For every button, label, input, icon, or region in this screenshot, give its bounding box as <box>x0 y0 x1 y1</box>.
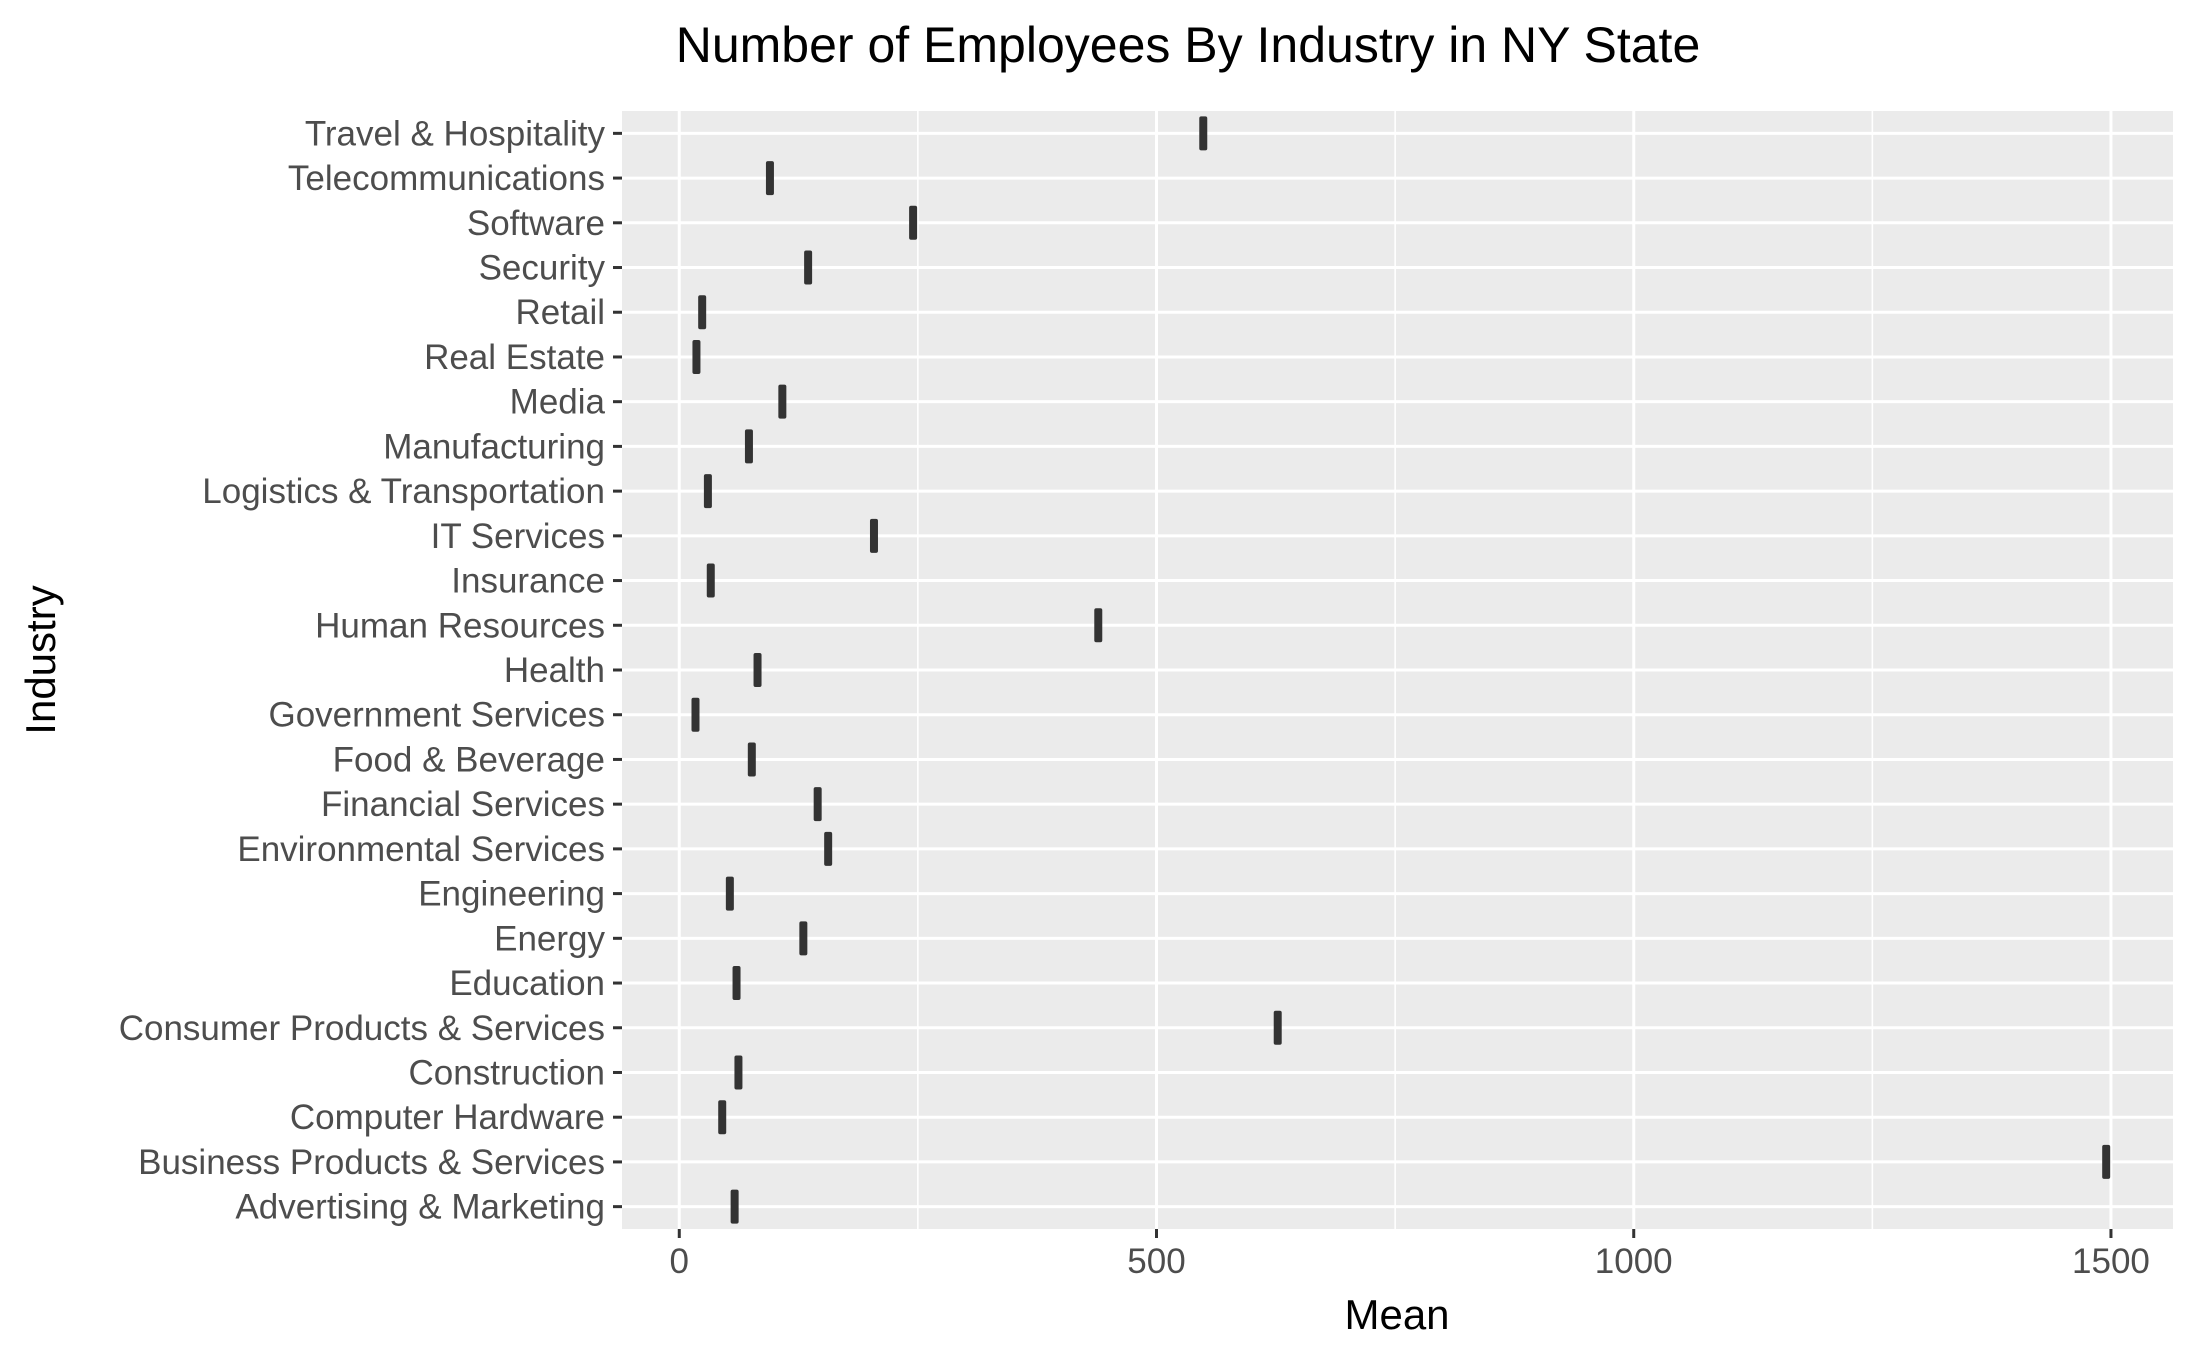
data-mark <box>2102 1144 2111 1179</box>
x-tick-label: 1500 <box>2072 1242 2150 1281</box>
data-mark <box>703 474 712 509</box>
data-mark <box>706 563 715 598</box>
data-mark <box>813 787 822 822</box>
y-tick-label: Real Estate <box>424 338 605 377</box>
y-tick-label: Logistics & Transportation <box>202 472 605 511</box>
y-axis: Advertising & Marketing Business Products… <box>119 114 622 1227</box>
x-axis-title: Mean <box>1344 1291 1449 1338</box>
data-mark <box>691 697 700 732</box>
data-mark <box>765 161 774 196</box>
data-mark <box>824 831 833 866</box>
data-mark <box>698 295 707 330</box>
y-axis-title: Industry <box>17 585 64 734</box>
data-mark <box>778 384 787 419</box>
x-tick-label: 1000 <box>1595 1242 1673 1281</box>
y-tick-label: Computer Hardware <box>290 1098 605 1137</box>
y-tick-label: Engineering <box>418 875 605 914</box>
y-tick-label: Insurance <box>451 562 605 601</box>
y-tick-label: Financial Services <box>321 785 605 824</box>
x-tick-label: 500 <box>1127 1242 1185 1281</box>
grid-lines <box>622 111 2173 1229</box>
y-tick-label: Education <box>449 964 605 1003</box>
y-tick-label: Human Resources <box>315 606 605 645</box>
data-mark <box>869 518 878 553</box>
data-marks <box>691 116 2111 1224</box>
data-mark <box>730 1189 739 1224</box>
y-tick-label: Security <box>479 249 606 288</box>
y-tick-label: Energy <box>494 919 605 958</box>
y-tick-label: Software <box>467 204 605 243</box>
data-mark <box>732 966 741 1001</box>
y-tick-label: Consumer Products & Services <box>119 1009 605 1048</box>
y-tick-label: Travel & Hospitality <box>305 114 606 153</box>
data-mark <box>725 876 734 911</box>
data-mark <box>1094 608 1103 643</box>
x-tick-label: 0 <box>670 1242 689 1281</box>
data-mark <box>734 1055 743 1090</box>
y-tick-label: Manufacturing <box>383 427 605 466</box>
y-tick-label: Telecommunications <box>288 159 605 198</box>
data-mark <box>1273 1010 1282 1045</box>
data-mark <box>753 653 762 687</box>
y-tick-label: Food & Beverage <box>333 740 605 779</box>
data-mark <box>1199 116 1208 151</box>
y-tick-label: Construction <box>409 1053 605 1092</box>
data-mark <box>718 1100 727 1135</box>
y-tick-label: Retail <box>516 293 605 332</box>
y-tick-label: Environmental Services <box>237 830 605 869</box>
chart-title: Number of Employees By Industry in NY St… <box>676 17 1701 73</box>
y-tick-label: Media <box>510 383 606 422</box>
y-tick-label: Business Products & Services <box>138 1143 605 1182</box>
data-mark <box>909 205 918 240</box>
y-tick-label: Health <box>504 651 605 690</box>
y-tick-label: Advertising & Marketing <box>235 1188 605 1227</box>
x-axis: 0 500 1000 1500 <box>670 1229 2150 1281</box>
data-mark <box>744 429 753 464</box>
data-mark <box>747 742 756 777</box>
y-tick-label: Government Services <box>268 696 605 735</box>
data-mark <box>799 921 808 956</box>
y-tick-label: IT Services <box>431 517 605 556</box>
data-mark <box>692 339 701 374</box>
data-mark <box>804 250 813 285</box>
